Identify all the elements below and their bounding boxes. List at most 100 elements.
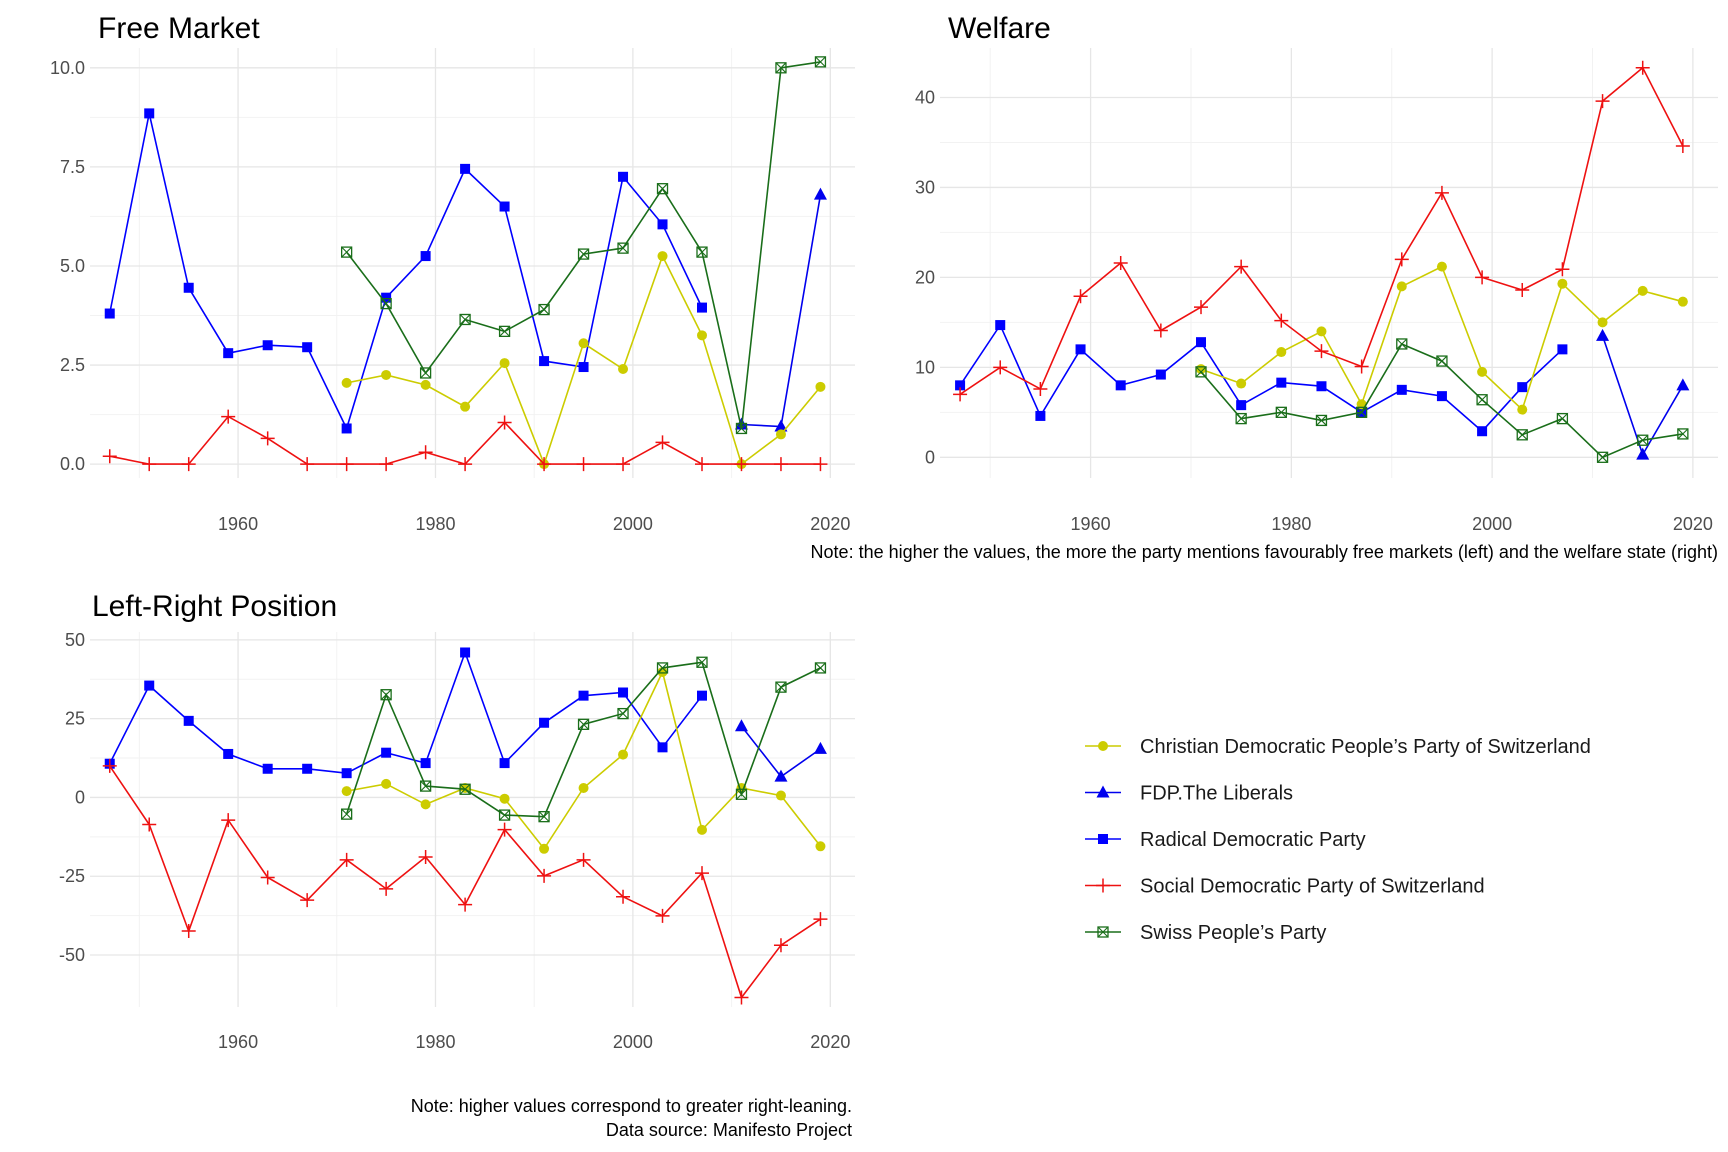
data-point bbox=[618, 687, 629, 698]
data-point bbox=[1596, 328, 1610, 341]
series-line bbox=[108, 650, 703, 775]
data-point bbox=[697, 330, 707, 341]
data-point bbox=[813, 912, 828, 927]
data-point bbox=[539, 356, 550, 367]
y-tick-label: 0 bbox=[925, 447, 935, 467]
x-tick-label: 1960 bbox=[218, 514, 258, 534]
data-point bbox=[381, 778, 392, 789]
data-point bbox=[1675, 139, 1690, 154]
data-point bbox=[1315, 414, 1328, 427]
legend-label: Christian Democratic People’s Party of S… bbox=[1140, 736, 1591, 758]
data-point bbox=[418, 850, 433, 864]
data-point bbox=[617, 707, 629, 720]
data-point bbox=[1235, 412, 1247, 425]
data-point bbox=[183, 715, 194, 726]
data-point bbox=[735, 422, 748, 435]
data-point bbox=[1194, 300, 1209, 315]
legend-item-fdp-the-liberals: FDP.The Liberals bbox=[1085, 783, 1293, 805]
x-tick-label: 1960 bbox=[218, 1032, 258, 1052]
series-line bbox=[345, 661, 821, 818]
data-point bbox=[381, 292, 392, 303]
data-point bbox=[223, 348, 234, 359]
series-line bbox=[741, 194, 822, 428]
series-swiss-people-s-party bbox=[340, 56, 827, 435]
legend-item-social-democratic-party-of-switzerland: Social Democratic Party of Switzerland bbox=[1085, 876, 1485, 898]
data-point bbox=[697, 302, 707, 313]
data-point bbox=[262, 340, 273, 351]
panel-welfare: Welfare 1960 1980 2000 2020 0 10 20 30 40 bbox=[915, 12, 1718, 534]
data-point bbox=[418, 445, 433, 460]
data-point bbox=[380, 689, 392, 701]
data-point bbox=[1073, 289, 1088, 304]
data-point bbox=[340, 246, 353, 258]
data-point bbox=[1556, 412, 1569, 425]
data-point bbox=[618, 749, 629, 760]
data-point bbox=[341, 768, 352, 779]
data-point bbox=[1274, 313, 1289, 328]
data-point bbox=[459, 313, 471, 326]
gridlines bbox=[940, 48, 1718, 478]
data-point bbox=[458, 457, 473, 472]
data-point bbox=[655, 435, 670, 450]
x-tick-label: 1980 bbox=[415, 1032, 455, 1052]
data-point bbox=[697, 824, 707, 835]
x-tick-label: 2020 bbox=[810, 1032, 850, 1052]
series-line bbox=[109, 415, 821, 466]
legend-key-marker bbox=[1098, 834, 1108, 844]
data-point bbox=[1075, 344, 1086, 355]
series-fdp-the-liberals bbox=[734, 719, 827, 782]
data-point bbox=[993, 360, 1008, 375]
data-point bbox=[260, 870, 275, 885]
data-point bbox=[381, 747, 392, 758]
x-tick-label: 1980 bbox=[415, 514, 455, 534]
y-tick-label: 0 bbox=[75, 787, 85, 807]
data-point bbox=[578, 362, 589, 373]
series-line bbox=[1601, 335, 1684, 457]
note-bottom-line1: Note: higher values correspond to greate… bbox=[411, 1096, 852, 1116]
data-point bbox=[142, 457, 157, 472]
series-christian-democratic-people-s-party-of-switzerland bbox=[1196, 261, 1688, 415]
data-point bbox=[774, 769, 788, 782]
data-point bbox=[1676, 378, 1690, 391]
data-point bbox=[695, 866, 709, 881]
x-tick-label: 2020 bbox=[810, 514, 850, 534]
y-tick-label: -25 bbox=[59, 866, 85, 886]
data-point bbox=[420, 758, 431, 769]
x-tick-label: 2020 bbox=[1673, 514, 1713, 534]
legend-label: FDP.The Liberals bbox=[1140, 783, 1293, 805]
gridlines bbox=[90, 48, 855, 478]
data-point bbox=[181, 457, 196, 472]
data-point bbox=[539, 717, 550, 728]
data-point bbox=[419, 780, 432, 792]
data-point bbox=[300, 893, 315, 908]
data-point bbox=[813, 457, 828, 472]
data-point bbox=[775, 62, 787, 74]
data-point bbox=[537, 457, 552, 472]
data-point bbox=[499, 793, 510, 804]
y-tick-label: 10 bbox=[915, 357, 935, 377]
data-point bbox=[539, 843, 550, 854]
data-point bbox=[339, 457, 354, 472]
legend-label: Swiss People’s Party bbox=[1140, 922, 1326, 944]
data-point bbox=[1637, 434, 1649, 446]
data-point bbox=[616, 889, 631, 904]
data-point bbox=[995, 320, 1006, 331]
panel-title: Left-Right Position bbox=[92, 590, 337, 623]
data-point bbox=[1434, 185, 1449, 200]
y-tick-label: 7.5 bbox=[60, 157, 85, 177]
series-social-democratic-party-of-switzerland bbox=[102, 409, 828, 472]
data-point bbox=[616, 457, 631, 472]
legend-key-marker bbox=[1096, 878, 1110, 893]
data-point bbox=[657, 667, 668, 678]
data-point bbox=[498, 809, 511, 821]
data-point bbox=[341, 423, 352, 434]
data-point bbox=[419, 367, 432, 379]
data-point bbox=[1396, 384, 1407, 395]
data-point bbox=[181, 924, 196, 939]
x-tick-label: 1980 bbox=[1271, 514, 1311, 534]
data-point bbox=[420, 379, 431, 390]
data-point bbox=[1516, 429, 1528, 441]
series-line bbox=[108, 113, 703, 431]
data-point bbox=[1113, 256, 1128, 270]
data-point bbox=[497, 415, 512, 430]
